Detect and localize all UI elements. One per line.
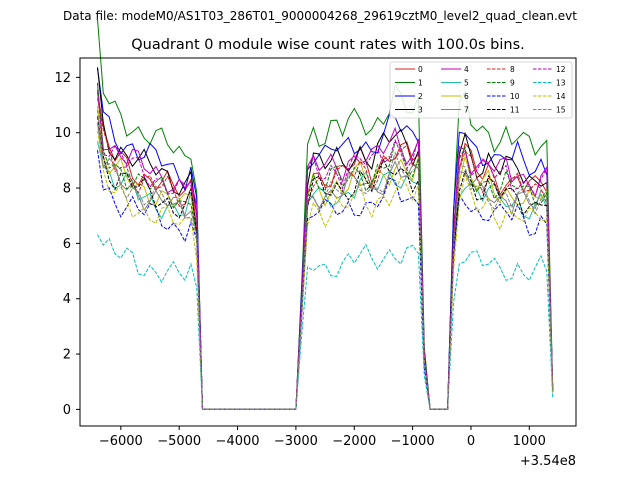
legend-label-4: 4 <box>464 65 469 74</box>
legend-label-0: 0 <box>418 65 423 74</box>
legend-label-1: 1 <box>418 78 423 87</box>
x-axis: −6000 −5000 −4000 −3000 −2000 −1000 0 1000 <box>99 426 546 449</box>
y-tick-label: 8 <box>63 182 71 197</box>
chart-suptitle: Data file: modeM0/AS1T03_286T01_90000042… <box>63 9 577 23</box>
series-line-13 <box>97 234 554 410</box>
legend-label-13: 13 <box>556 78 566 87</box>
y-tick-label: 4 <box>63 292 71 307</box>
series-line-0 <box>97 92 554 410</box>
series-line-2 <box>97 67 554 410</box>
legend-label-3: 3 <box>418 105 423 114</box>
y-axis: 0 2 4 6 8 10 12 <box>54 71 80 418</box>
legend-label-8: 8 <box>510 65 515 74</box>
y-tick-label: 10 <box>54 126 71 141</box>
x-tick-label: −3000 <box>274 434 318 449</box>
y-tick-label: 0 <box>63 403 71 418</box>
legend-label-15: 15 <box>556 105 566 114</box>
legend-label-7: 7 <box>464 105 469 114</box>
x-tick-label: 0 <box>467 434 475 449</box>
series-line-12 <box>97 90 554 410</box>
legend-label-2: 2 <box>418 92 423 101</box>
series-line-9 <box>97 82 554 410</box>
x-tick-label: −6000 <box>99 434 143 449</box>
legend-label-14: 14 <box>556 92 566 101</box>
series-line-1 <box>97 18 554 410</box>
legend-label-9: 9 <box>510 78 515 87</box>
legend-box <box>389 61 573 119</box>
series-line-15 <box>97 110 554 410</box>
x-tick-label: 1000 <box>513 434 546 449</box>
legend-label-5: 5 <box>464 78 469 87</box>
series-layer <box>97 18 554 410</box>
series-line-10 <box>97 150 554 410</box>
x-tick-label: −5000 <box>157 434 201 449</box>
series-line-6 <box>97 105 554 410</box>
legend-label-6: 6 <box>464 92 469 101</box>
x-tick-label: −1000 <box>391 434 435 449</box>
y-tick-label: 6 <box>63 237 71 252</box>
x-tick-label: −4000 <box>216 434 260 449</box>
legend-label-11: 11 <box>510 105 520 114</box>
legend-label-10: 10 <box>510 92 520 101</box>
y-tick-label: 2 <box>63 348 71 363</box>
series-line-11 <box>97 116 554 410</box>
chart-title: Quadrant 0 module wise count rates with … <box>131 37 525 53</box>
x-axis-offset: +3.54e8 <box>520 454 576 469</box>
x-tick-label: −2000 <box>332 434 376 449</box>
legend-label-12: 12 <box>556 65 566 74</box>
series-line-8 <box>97 98 554 410</box>
series-line-4 <box>97 83 554 410</box>
series-line-3 <box>97 67 554 410</box>
series-line-14 <box>97 130 554 410</box>
y-tick-label: 12 <box>54 71 71 86</box>
axes-frame <box>79 57 577 427</box>
